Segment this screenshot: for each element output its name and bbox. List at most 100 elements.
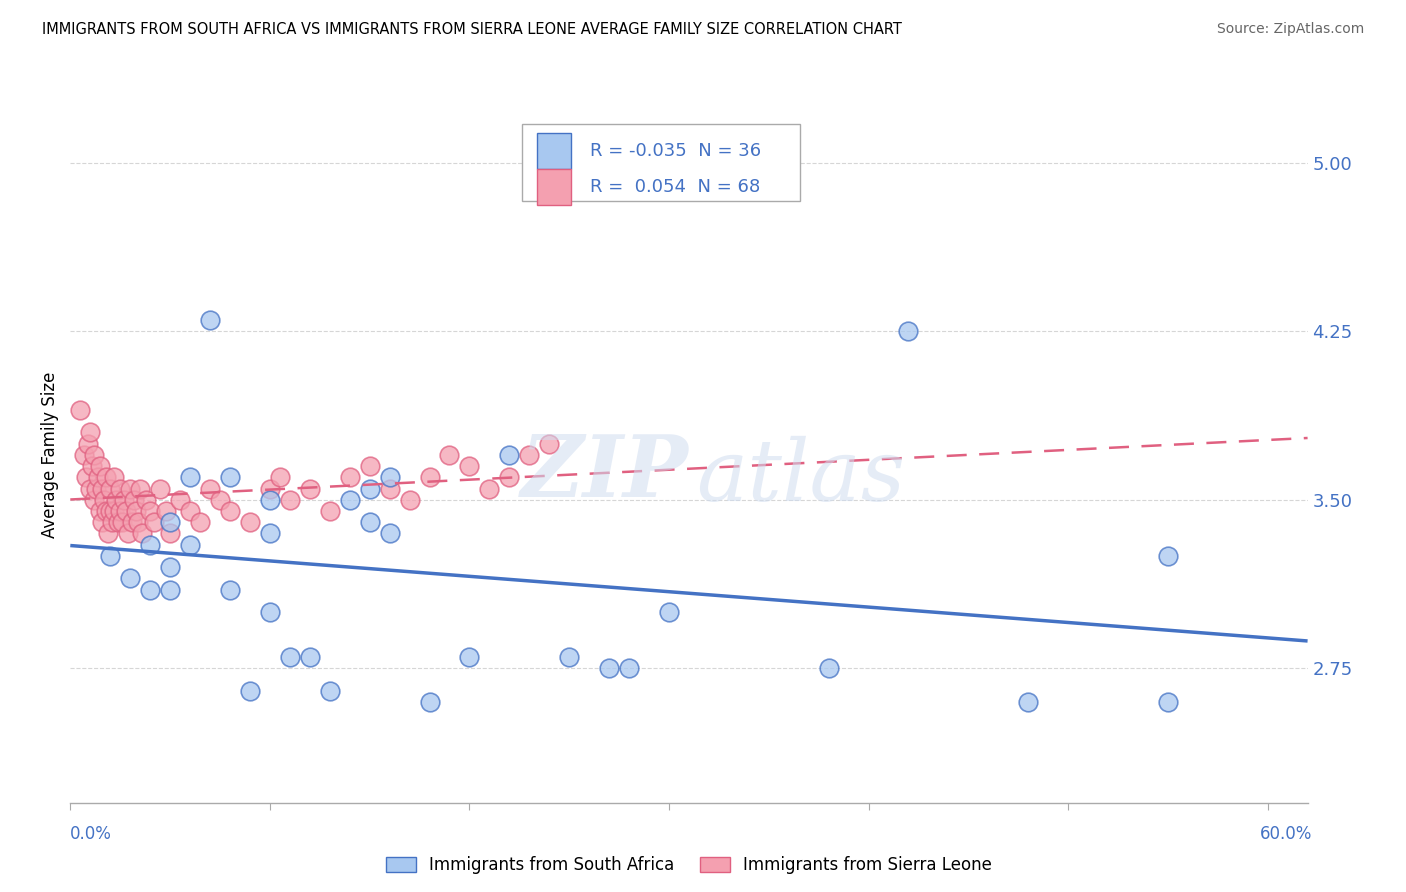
Point bbox=[208, 492, 231, 507]
Point bbox=[538, 436, 561, 450]
Point bbox=[91, 482, 114, 496]
Point bbox=[127, 515, 149, 529]
Point bbox=[298, 482, 321, 496]
Point bbox=[98, 482, 121, 496]
Point bbox=[179, 538, 201, 552]
Point bbox=[105, 492, 128, 507]
Text: 0.0%: 0.0% bbox=[70, 825, 112, 843]
Point bbox=[378, 470, 401, 484]
Point bbox=[278, 492, 301, 507]
Point bbox=[359, 515, 381, 529]
Point bbox=[259, 482, 281, 496]
Point bbox=[69, 403, 91, 417]
Point bbox=[239, 683, 262, 698]
Text: IMMIGRANTS FROM SOUTH AFRICA VS IMMIGRANTS FROM SIERRA LEONE AVERAGE FAMILY SIZE: IMMIGRANTS FROM SOUTH AFRICA VS IMMIGRAN… bbox=[42, 22, 903, 37]
Point bbox=[259, 526, 281, 541]
Point bbox=[179, 470, 201, 484]
Point bbox=[87, 470, 110, 484]
Point bbox=[517, 448, 540, 462]
Point bbox=[259, 492, 281, 507]
Point bbox=[897, 325, 920, 339]
Point bbox=[498, 448, 520, 462]
Point bbox=[159, 526, 181, 541]
Point bbox=[112, 492, 135, 507]
Point bbox=[458, 649, 481, 664]
Point bbox=[121, 515, 143, 529]
Point bbox=[418, 695, 440, 709]
Point bbox=[139, 504, 162, 518]
Point bbox=[98, 549, 121, 563]
Point bbox=[159, 515, 181, 529]
Point bbox=[198, 313, 221, 327]
Point bbox=[122, 492, 145, 507]
Point bbox=[101, 515, 124, 529]
Point bbox=[91, 515, 114, 529]
Point bbox=[259, 605, 281, 619]
Text: 60.0%: 60.0% bbox=[1260, 825, 1312, 843]
Point bbox=[378, 482, 401, 496]
Point bbox=[298, 649, 321, 664]
Point bbox=[107, 515, 129, 529]
Point bbox=[269, 470, 291, 484]
Point bbox=[1017, 695, 1039, 709]
Point bbox=[108, 504, 131, 518]
Point bbox=[82, 459, 104, 474]
Point bbox=[169, 492, 191, 507]
Point bbox=[558, 649, 581, 664]
Point bbox=[458, 459, 481, 474]
Point bbox=[617, 661, 640, 675]
Point bbox=[93, 492, 115, 507]
Point bbox=[111, 515, 134, 529]
Point bbox=[359, 459, 381, 474]
Point bbox=[120, 482, 142, 496]
Point bbox=[135, 492, 157, 507]
Point bbox=[159, 582, 181, 597]
Point bbox=[108, 482, 131, 496]
Point bbox=[83, 448, 105, 462]
Point bbox=[278, 649, 301, 664]
Point bbox=[79, 482, 101, 496]
Point bbox=[96, 504, 118, 518]
Point bbox=[1157, 549, 1180, 563]
Legend: Immigrants from South Africa, Immigrants from Sierra Leone: Immigrants from South Africa, Immigrants… bbox=[387, 856, 991, 874]
Point bbox=[97, 526, 120, 541]
Text: R = -0.035  N = 36: R = -0.035 N = 36 bbox=[591, 142, 761, 161]
Text: ZIP: ZIP bbox=[522, 431, 689, 515]
FancyBboxPatch shape bbox=[537, 169, 571, 205]
Y-axis label: Average Family Size: Average Family Size bbox=[41, 372, 59, 538]
Point bbox=[239, 515, 262, 529]
Point bbox=[96, 470, 118, 484]
Point bbox=[398, 492, 420, 507]
Point bbox=[817, 661, 839, 675]
Point bbox=[103, 504, 125, 518]
Point bbox=[319, 504, 342, 518]
Point bbox=[418, 470, 440, 484]
Point bbox=[89, 504, 111, 518]
Point bbox=[75, 470, 97, 484]
Point bbox=[89, 459, 111, 474]
Point bbox=[77, 436, 100, 450]
Point bbox=[120, 571, 142, 585]
Point bbox=[219, 504, 242, 518]
Text: Source: ZipAtlas.com: Source: ZipAtlas.com bbox=[1216, 22, 1364, 37]
Point bbox=[129, 482, 152, 496]
Point bbox=[319, 683, 342, 698]
Point bbox=[155, 504, 177, 518]
Point bbox=[139, 582, 162, 597]
Point bbox=[658, 605, 681, 619]
Point bbox=[478, 482, 501, 496]
Point bbox=[149, 482, 172, 496]
Point bbox=[115, 504, 138, 518]
Point bbox=[1157, 695, 1180, 709]
Point bbox=[84, 482, 107, 496]
Point bbox=[159, 560, 181, 574]
FancyBboxPatch shape bbox=[522, 124, 800, 201]
Point bbox=[339, 492, 361, 507]
Point bbox=[378, 526, 401, 541]
Point bbox=[188, 515, 211, 529]
Point bbox=[83, 492, 105, 507]
Point bbox=[598, 661, 620, 675]
Point bbox=[439, 448, 461, 462]
Point bbox=[219, 470, 242, 484]
Text: atlas: atlas bbox=[696, 436, 905, 518]
